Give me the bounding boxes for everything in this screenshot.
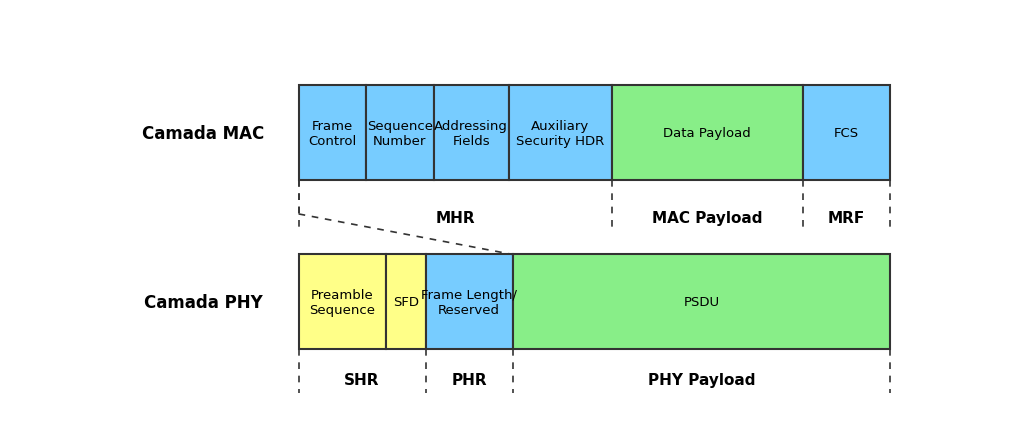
Bar [509, 86, 612, 181]
Bar [433, 86, 509, 181]
Text: PHR: PHR [452, 372, 487, 387]
Text: Data Payload: Data Payload [664, 127, 752, 140]
Bar [367, 86, 433, 181]
Text: PHY Payload: PHY Payload [647, 372, 755, 387]
Text: PSDU: PSDU [683, 296, 720, 309]
Text: MHR: MHR [435, 210, 475, 225]
Text: Sequence
Number: Sequence Number [367, 120, 433, 148]
Text: MAC Payload: MAC Payload [652, 210, 763, 225]
Bar [386, 255, 426, 350]
Text: SHR: SHR [344, 372, 380, 387]
Bar [299, 255, 386, 350]
Text: Addressing
Fields: Addressing Fields [434, 120, 508, 148]
Text: Frame
Control: Frame Control [308, 120, 356, 148]
Text: SFD: SFD [393, 296, 419, 309]
Bar [299, 86, 367, 181]
Bar [803, 86, 890, 181]
Text: FCS: FCS [834, 127, 859, 140]
Bar [513, 255, 890, 350]
Text: MRF: MRF [827, 210, 865, 225]
Text: Auxiliary
Security HDR: Auxiliary Security HDR [516, 120, 604, 148]
Bar [612, 86, 803, 181]
Bar [426, 255, 513, 350]
Text: Camada PHY: Camada PHY [144, 293, 263, 311]
Text: Camada MAC: Camada MAC [142, 124, 264, 142]
Text: Preamble
Sequence: Preamble Sequence [309, 288, 375, 316]
Text: Frame Length/
Reserved: Frame Length/ Reserved [421, 288, 517, 316]
